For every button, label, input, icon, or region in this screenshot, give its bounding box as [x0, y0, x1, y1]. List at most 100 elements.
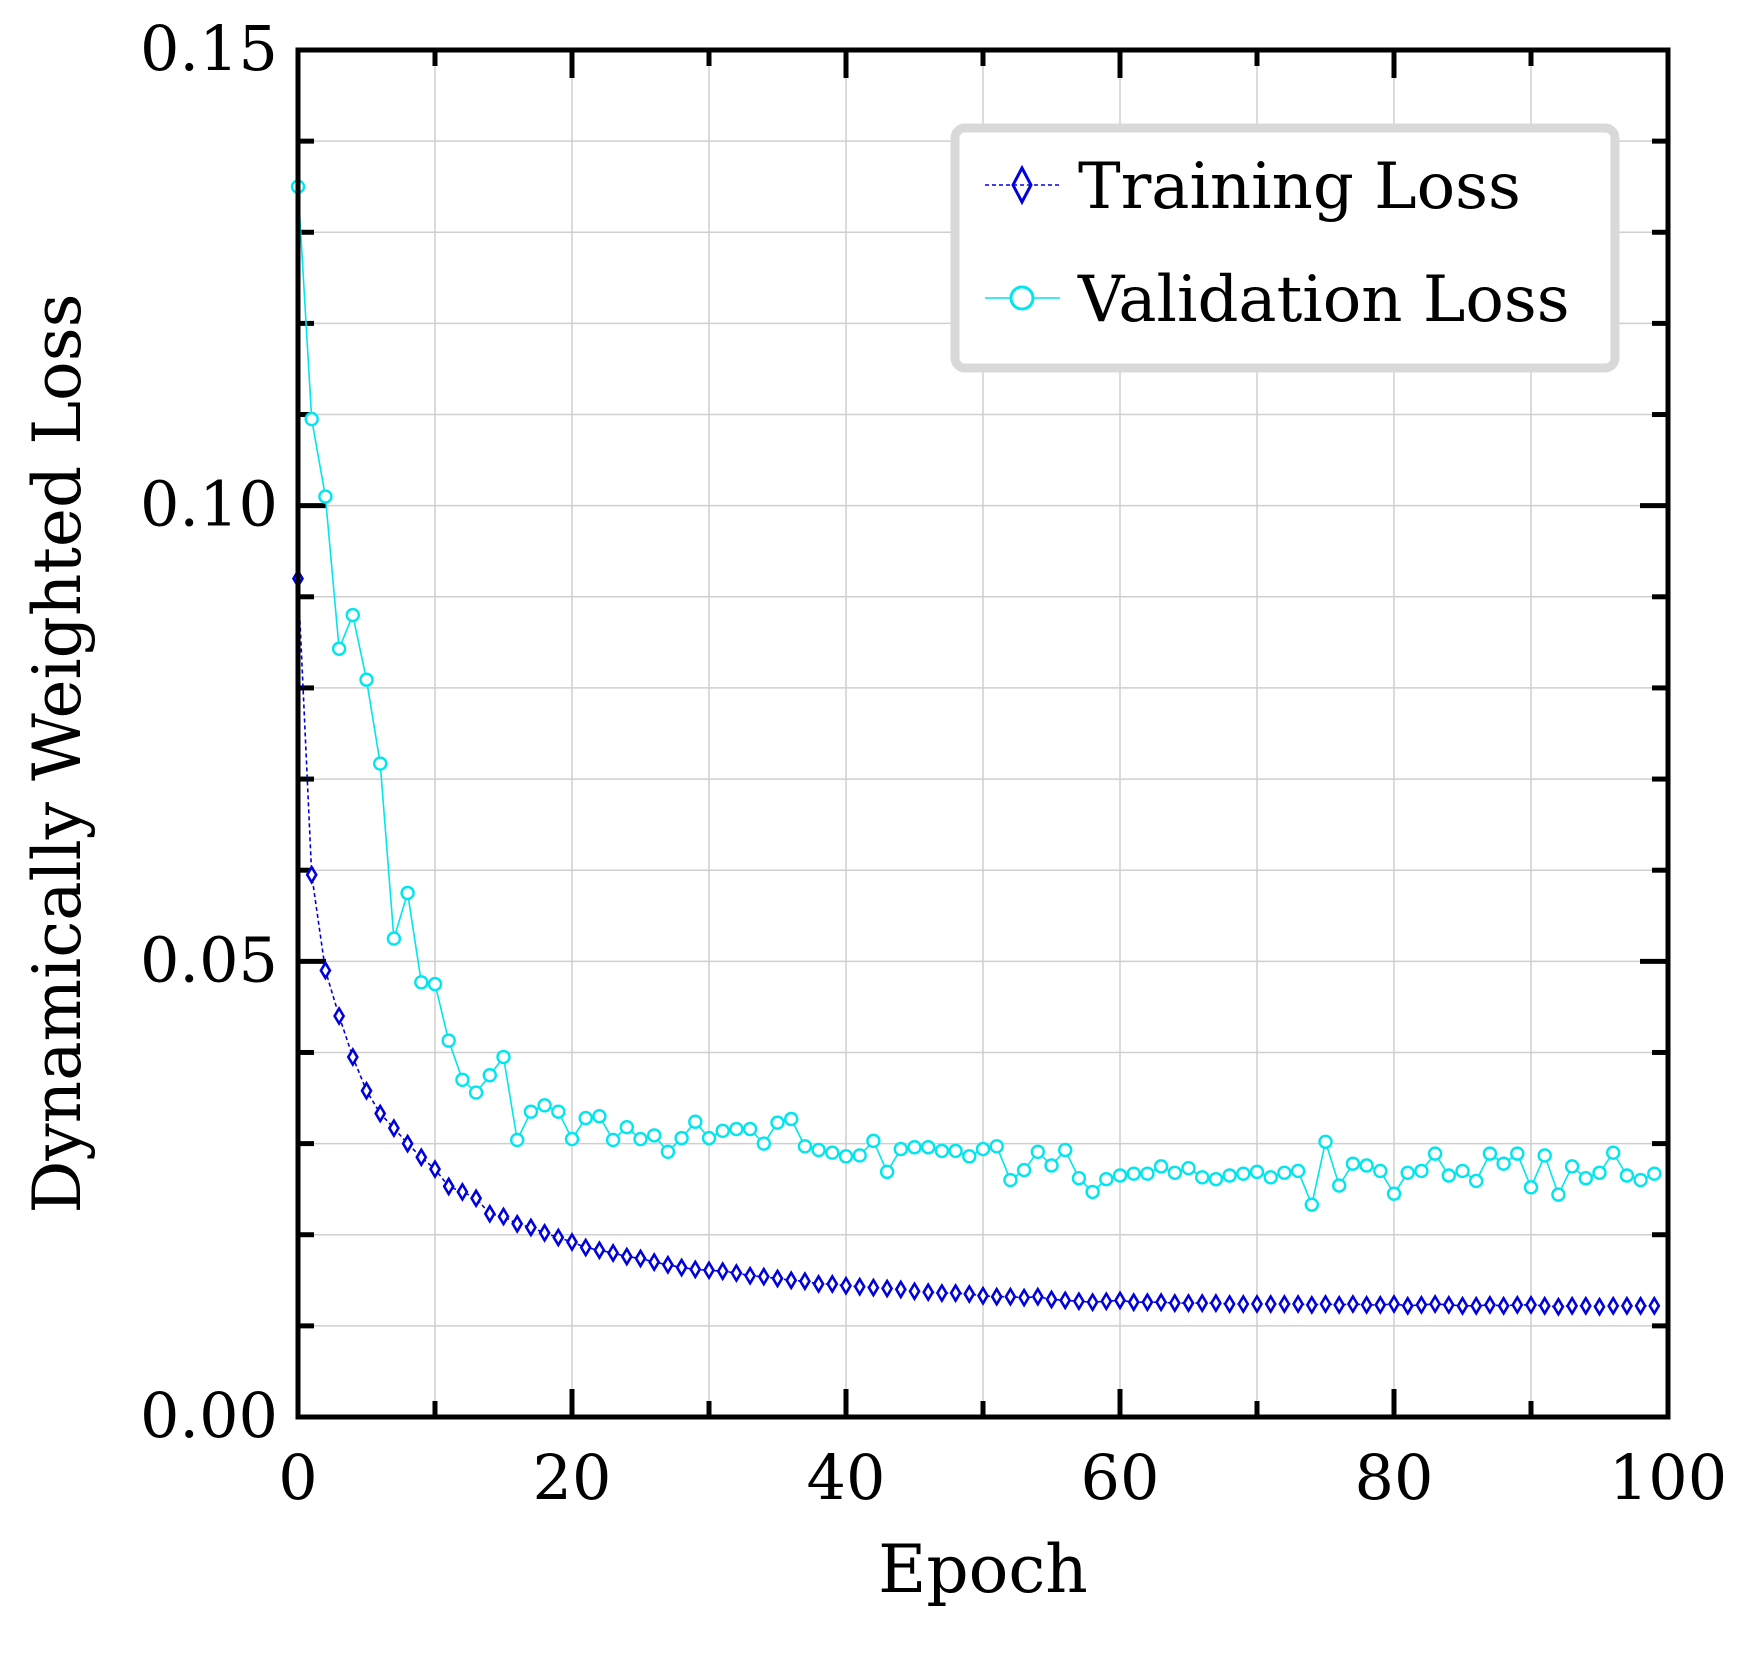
validation-loss-point	[1222, 1168, 1237, 1183]
training-loss-point	[346, 1046, 359, 1068]
training-loss-point	[1141, 1292, 1154, 1313]
validation-loss-point	[838, 1149, 854, 1164]
x-tick-label: 40	[807, 1441, 886, 1514]
training-loss-point	[785, 1270, 798, 1291]
validation-loss-point	[427, 976, 443, 992]
training-loss-point	[1086, 1292, 1099, 1313]
validation-loss-point	[1099, 1171, 1114, 1187]
validation-loss-point	[331, 641, 347, 656]
legend-validation-marker	[1009, 285, 1035, 311]
training-loss-point	[702, 1260, 716, 1281]
validation-loss-point	[1071, 1171, 1087, 1186]
training-loss-point	[1566, 1295, 1579, 1316]
validation-loss-point	[852, 1148, 867, 1163]
training-loss-point	[1100, 1291, 1113, 1312]
training-loss-point	[1346, 1293, 1359, 1315]
training-loss-point	[1155, 1292, 1168, 1313]
training-loss-point	[1634, 1295, 1647, 1316]
training-loss-point	[1278, 1293, 1291, 1315]
validation-loss-point	[1400, 1165, 1415, 1180]
training-loss-point	[908, 1281, 921, 1302]
validation-loss-point	[1468, 1173, 1484, 1189]
validation-loss-point	[496, 1049, 511, 1065]
training-loss-point	[990, 1286, 1003, 1307]
validation-loss-point	[866, 1133, 881, 1149]
training-loss-point	[853, 1276, 866, 1297]
y-tick-label: 0.05	[140, 923, 278, 996]
y-axis-label: Dynamically Weighted Loss	[19, 293, 96, 1213]
validation-loss-point	[907, 1140, 922, 1155]
validation-loss-point	[1414, 1163, 1429, 1179]
training-loss-point	[511, 1213, 524, 1234]
validation-loss-point	[975, 1141, 991, 1157]
validation-loss-point	[578, 1110, 593, 1126]
validation-loss-point	[1016, 1162, 1032, 1178]
training-loss-point	[1031, 1286, 1044, 1307]
training-loss-point	[839, 1275, 853, 1296]
training-loss-point	[1045, 1289, 1058, 1310]
training-loss-point	[1292, 1293, 1305, 1315]
validation-loss-point	[1030, 1144, 1046, 1160]
validation-loss-point	[893, 1141, 908, 1157]
training-loss-point	[1113, 1290, 1127, 1311]
validation-loss-point	[1441, 1168, 1457, 1183]
y-tick-label: 0.15	[140, 12, 278, 85]
validation-loss-point	[455, 1072, 470, 1088]
validation-loss-point	[1427, 1146, 1443, 1161]
training-loss-point	[1209, 1293, 1222, 1314]
validation-loss-point	[1290, 1163, 1306, 1179]
training-loss-point	[1593, 1296, 1606, 1317]
validation-loss-point	[1277, 1165, 1292, 1180]
training-loss-point	[374, 1103, 387, 1124]
legend: Training Loss Validation Loss	[950, 123, 1620, 373]
validation-loss-point	[1304, 1197, 1320, 1212]
legend-validation-label: Validation Loss	[1077, 263, 1570, 337]
training-loss-point	[552, 1227, 565, 1248]
validation-loss-point	[797, 1139, 813, 1154]
training-loss-point	[757, 1266, 770, 1287]
validation-loss-point	[523, 1104, 539, 1119]
validation-loss-point	[551, 1104, 566, 1119]
training-loss-point	[1059, 1290, 1072, 1311]
training-loss-point	[1333, 1294, 1346, 1315]
training-loss-point	[1511, 1294, 1524, 1315]
validation-loss-point	[1510, 1146, 1525, 1161]
training-loss-point	[524, 1217, 537, 1238]
training-loss-point	[593, 1240, 606, 1261]
training-loss-point	[1429, 1293, 1442, 1315]
validation-loss-point	[1112, 1168, 1128, 1183]
validation-loss-point	[468, 1085, 484, 1100]
training-loss-point	[922, 1282, 935, 1303]
validation-loss-point	[1537, 1148, 1552, 1163]
validation-loss-point	[619, 1119, 634, 1135]
validation-loss-point	[1345, 1156, 1361, 1171]
validation-loss-point	[318, 489, 333, 504]
training-loss-point	[305, 864, 318, 885]
x-tick-label: 20	[533, 1441, 612, 1514]
legend-box	[950, 123, 1620, 373]
training-loss-point	[1470, 1295, 1483, 1316]
training-loss-point	[1538, 1295, 1551, 1316]
training-loss-point	[675, 1257, 688, 1278]
validation-loss-point	[879, 1164, 895, 1180]
validation-loss-point	[742, 1121, 758, 1137]
validation-loss-point	[400, 885, 415, 901]
training-loss-point	[387, 1118, 400, 1139]
tick-labels: 0 20 40 60 80 100 0.00 0.05 0.10 0.15	[140, 12, 1727, 1514]
training-loss-point	[1552, 1296, 1565, 1317]
training-loss-point	[470, 1188, 483, 1209]
training-loss-point	[976, 1285, 990, 1306]
training-loss-point	[1607, 1295, 1620, 1316]
validation-loss-point	[304, 411, 319, 427]
training-loss-point	[812, 1273, 825, 1294]
training-loss-point	[360, 1080, 373, 1101]
validation-loss-point	[1592, 1165, 1607, 1180]
legend-training-marker	[1011, 164, 1033, 206]
validation-loss-point	[688, 1114, 703, 1129]
validation-loss-point	[989, 1139, 1004, 1154]
training-loss-point	[867, 1277, 880, 1298]
validation-loss-point	[784, 1111, 799, 1127]
validation-loss-point	[1208, 1171, 1224, 1187]
training-loss-point	[483, 1203, 496, 1224]
